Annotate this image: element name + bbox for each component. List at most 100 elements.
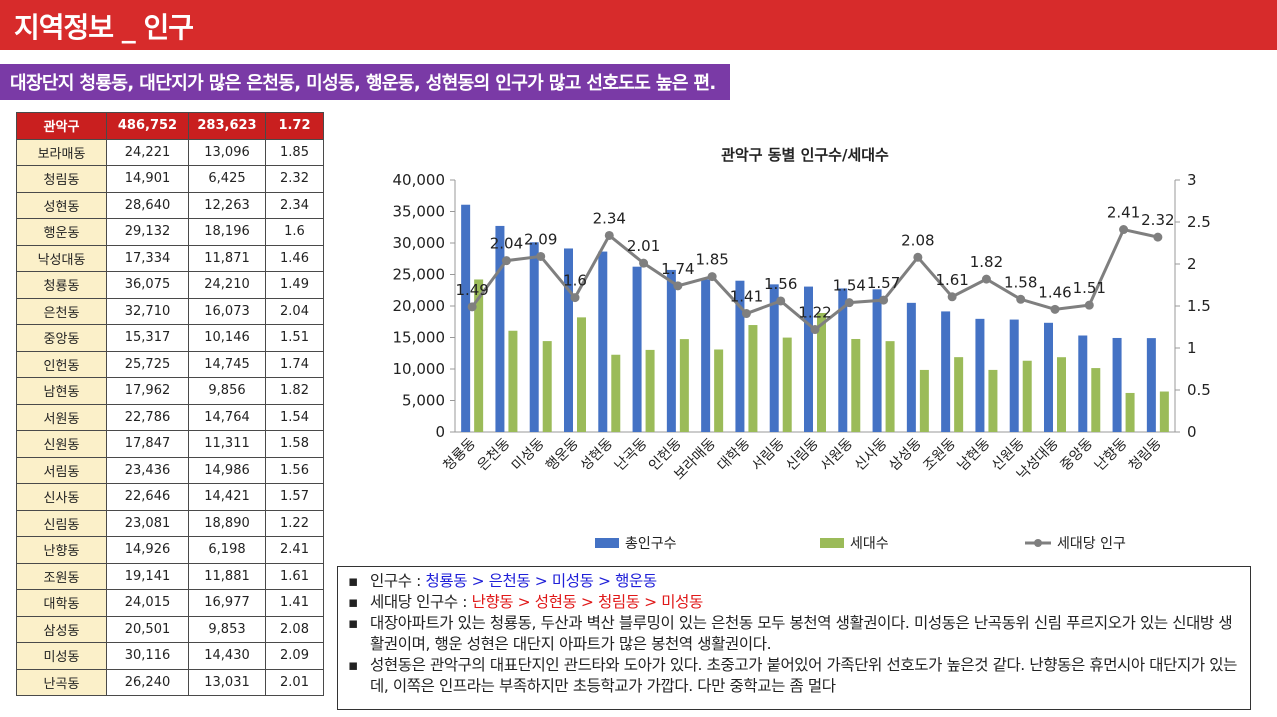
table-cell-households: 10,146	[188, 324, 266, 352]
bar-households	[542, 341, 552, 432]
x-tick-label: 대학동	[715, 435, 754, 474]
table-cell-households: 14,421	[188, 483, 266, 511]
table-cell-households: 11,871	[188, 244, 266, 272]
table-cell-dong: 난향동	[16, 536, 107, 564]
table-cell-dong: 삼성동	[16, 615, 107, 643]
table-cell-dong: 조원동	[16, 562, 107, 590]
table-cell-dong: 서림동	[16, 456, 107, 484]
table-cell-population: 22,786	[106, 403, 189, 431]
x-tick-label: 서림동	[749, 435, 788, 474]
line-point	[501, 256, 511, 266]
chart-title: 관악구 동별 인구수/세대수	[721, 146, 889, 164]
table-row: 난곡동 26,240 13,031 2.01	[16, 668, 324, 696]
table-cell-households: 16,073	[188, 297, 266, 325]
table-cell-population: 26,240	[106, 668, 189, 696]
table-cell-dong: 미성동	[16, 642, 107, 670]
table-row: 미성동 30,116 14,430 2.09	[16, 642, 324, 670]
bar-households	[508, 330, 518, 432]
table-cell-ratio: 1.82	[265, 377, 324, 405]
line-point	[1153, 232, 1163, 242]
table-row: 청룡동 36,075 24,210 1.49	[16, 271, 324, 299]
table-cell-households: 13,031	[188, 668, 266, 696]
line-data-label: 1.51	[1073, 279, 1106, 297]
table-row: 삼성동 20,501 9,853 2.08	[16, 615, 324, 643]
line-data-label: 1.74	[661, 260, 694, 278]
table-row: 인헌동 25,725 14,745 1.74	[16, 350, 324, 378]
bar-households	[679, 339, 689, 432]
population-chart: 관악구 동별 인구수/세대수 0 5,000 10,000 15,000 20,000 25…	[393, 146, 1211, 552]
bar-total-population	[941, 311, 951, 432]
line-point	[741, 309, 751, 319]
table-cell-ratio: 2.09	[265, 642, 324, 670]
table-cell-dong: 난곡동	[16, 668, 107, 696]
legend-swatch-marker	[1034, 539, 1042, 547]
y-left-tick-label: 40,000	[393, 171, 446, 189]
bar-households	[988, 369, 998, 432]
table-cell-ratio: 2.08	[265, 615, 324, 643]
table-cell-population: 25,725	[106, 350, 189, 378]
bar-households	[1091, 368, 1101, 432]
bar-total-population	[804, 286, 813, 432]
table-cell-ratio: 1.46	[265, 244, 324, 272]
bar-households	[1159, 391, 1169, 432]
table-cell-households: 9,853	[188, 615, 266, 643]
x-tick-label: 청룡동	[440, 435, 479, 474]
table-cell-ratio: 1.85	[265, 138, 324, 166]
table-cell-households: 14,986	[188, 456, 266, 484]
table-cell-population: 17,847	[106, 430, 189, 458]
table-row: 신사동 22,646 14,421 1.57	[16, 483, 324, 511]
line-data-label: 1.46	[1038, 283, 1071, 301]
bar-total-population	[838, 288, 848, 432]
note-text: 난향동 > 성현동 > 청림동 > 미성동	[471, 593, 704, 611]
table-cell-dong: 신림동	[16, 509, 107, 537]
note-text: 성현동은 관악구의 대표단지인 관드타와 도아가 있다. 초중고가 붙어있어 가…	[370, 656, 1237, 695]
notes-list: 인구수 : 청룡동 > 은천동 > 미성동 > 행운동세대당 인구수 : 난향동…	[348, 571, 1240, 697]
y-right-tick-label: 1.5	[1187, 297, 1211, 315]
bar-total-population	[735, 280, 745, 432]
x-tick-label: 행운동	[543, 435, 582, 474]
bar-households	[1022, 360, 1032, 432]
y-right-tick-label: 0	[1187, 423, 1197, 441]
x-tick-label: 서원동	[817, 435, 856, 474]
legend-swatch-households	[820, 538, 844, 548]
note-text: 세대당 인구수 :	[370, 593, 472, 611]
table-cell-population: 29,132	[106, 218, 189, 246]
bar-total-population	[1044, 322, 1053, 432]
x-tick-label: 성현동	[577, 435, 616, 474]
table-cell-population: 17,334	[106, 244, 189, 272]
table-cell-population: 20,501	[106, 615, 189, 643]
table-cell-households: 11,881	[188, 562, 266, 590]
line-data-label: 1.61	[935, 271, 968, 289]
line-data-label: 1.22	[798, 304, 831, 322]
table-header-cell: 관악구	[16, 112, 107, 140]
line-point	[536, 251, 546, 261]
note-item: 인구수 : 청룡동 > 은천동 > 미성동 > 행운동	[348, 571, 1240, 592]
notes-box: 인구수 : 청룡동 > 은천동 > 미성동 > 행운동세대당 인구수 : 난향동…	[337, 566, 1251, 710]
bar-total-population	[975, 318, 985, 432]
line-data-label: 2.09	[524, 230, 557, 248]
note-item: 성현동은 관악구의 대표단지인 관드타와 도아가 있다. 초중고가 붙어있어 가…	[348, 655, 1240, 697]
table-cell-ratio: 1.51	[265, 324, 324, 352]
subtitle-banner: 대장단지 청룡동, 대단지가 많은 은천동, 미성동, 행운동, 성현동의 인구…	[0, 64, 730, 100]
bar-total-population	[906, 302, 916, 432]
line-data-label: 2.04	[490, 235, 523, 253]
y-left-tick-label: 5,000	[402, 392, 445, 410]
table-cell-population: 23,436	[106, 456, 189, 484]
table-cell-dong: 신사동	[16, 483, 107, 511]
bar-households	[1057, 357, 1066, 432]
x-tick-label: 남현동	[955, 435, 994, 474]
line-point	[810, 325, 820, 335]
table-cell-population: 14,926	[106, 536, 189, 564]
table-cell-ratio: 2.01	[265, 668, 324, 696]
line-point	[981, 274, 991, 284]
bar-households	[919, 369, 929, 432]
note-item: 세대당 인구수 : 난향동 > 성현동 > 청림동 > 미성동	[348, 592, 1240, 613]
table-cell-dong: 보라매동	[16, 138, 107, 166]
table-cell-households: 11,311	[188, 430, 266, 458]
table-cell-dong: 중앙동	[16, 324, 107, 352]
bar-total-population	[461, 204, 471, 432]
line-data-label: 2.41	[1107, 204, 1140, 222]
table-cell-dong: 서원동	[16, 403, 107, 431]
line-data-label: 1.41	[730, 288, 763, 306]
note-text: 청룡동 > 은천동 > 미성동 > 행운동	[425, 572, 657, 590]
